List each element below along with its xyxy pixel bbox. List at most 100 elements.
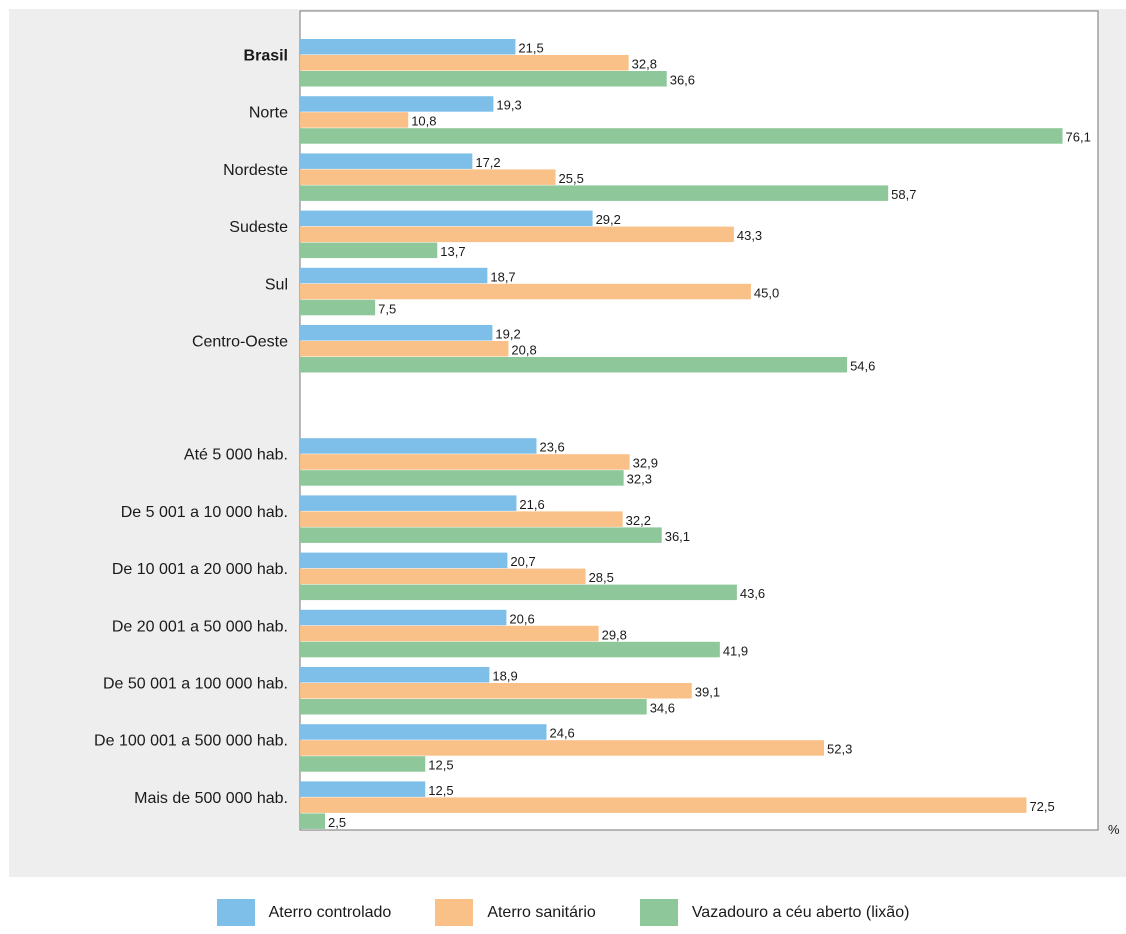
bar-aterro-sanitario <box>300 568 586 585</box>
bar-vazadouro <box>300 527 662 543</box>
bar-aterro-sanitario <box>300 454 630 470</box>
value-label: 41,9 <box>723 643 748 658</box>
bar-vazadouro <box>300 128 1063 144</box>
category-label: De 100 001 a 500 000 hab. <box>94 733 288 750</box>
legend-swatch <box>639 899 678 926</box>
bar-aterro-controlado <box>300 96 494 112</box>
bar-aterro-controlado <box>300 667 490 683</box>
value-label: 29,2 <box>596 212 621 227</box>
bar-aterro-sanitario <box>300 740 825 756</box>
legend-label: Vazadouro a céu aberto (lixão) <box>691 903 910 921</box>
bar-aterro-sanitario <box>300 511 623 527</box>
bar-vazadouro <box>300 699 647 715</box>
value-label: 19,2 <box>495 327 520 342</box>
value-label: 24,6 <box>549 726 574 741</box>
value-label: 36,1 <box>665 529 690 544</box>
bar-vazadouro <box>300 357 848 373</box>
bar-aterro-controlado <box>300 39 516 55</box>
value-label: 43,6 <box>740 586 765 601</box>
bar-chart: Brasil 21,5 32,8 36,6 Norte 19,3 10,8 76,1 Norde… <box>94 10 1120 837</box>
bar-aterro-controlado <box>300 210 593 227</box>
bar-aterro-sanitario <box>300 683 692 699</box>
category-label: De 10 001 a 20 000 hab. <box>112 561 288 578</box>
value-label: 21,6 <box>519 497 544 512</box>
value-label: 58,7 <box>891 187 916 202</box>
bar-vazadouro <box>300 813 326 829</box>
value-label: 12,5 <box>428 758 453 773</box>
bar-aterro-sanitario <box>300 169 556 185</box>
bar-aterro-sanitario <box>300 341 509 357</box>
legend-label: Aterro sanitário <box>487 903 596 921</box>
value-label: 18,7 <box>490 269 515 284</box>
bar-vazadouro <box>300 185 889 201</box>
value-label: 39,1 <box>695 685 720 700</box>
bar-aterro-sanitario <box>300 112 409 128</box>
category-label: Mais de 500 000 hab. <box>134 790 288 807</box>
legend-item: Aterro sanitário <box>435 899 596 926</box>
bar-aterro-controlado <box>300 609 507 626</box>
value-label: 72,5 <box>1029 799 1054 814</box>
legend: Aterro controlado Aterro sanitário Vazadou… <box>0 899 1126 926</box>
category-label: Nordeste <box>223 162 288 179</box>
value-label: 20,8 <box>511 343 536 358</box>
value-label: 32,3 <box>627 472 652 487</box>
chart-figure: Brasil 21,5 32,8 36,6 Norte 19,3 10,8 76,1 Norde… <box>9 9 1126 877</box>
bar-vazadouro <box>300 71 667 87</box>
category-label: Norte <box>249 105 288 122</box>
bar-vazadouro <box>300 584 737 601</box>
value-label: 34,6 <box>650 701 675 716</box>
bar-aterro-controlado <box>300 781 426 797</box>
category-label: De 20 001 a 50 000 hab. <box>112 618 288 635</box>
value-label: 32,8 <box>632 57 657 72</box>
bar-aterro-controlado <box>300 325 493 341</box>
bar-aterro-sanitario <box>300 283 751 300</box>
unit-label: % <box>1108 822 1120 837</box>
bar-vazadouro <box>300 641 720 658</box>
value-label: 20,6 <box>509 611 534 626</box>
legend-item: Aterro controlado <box>216 899 392 926</box>
category-label: Sul <box>265 276 288 293</box>
category-label: De 5 001 a 10 000 hab. <box>121 504 288 521</box>
category-label: De 50 001 a 100 000 hab. <box>103 676 288 693</box>
value-label: 28,5 <box>589 570 614 585</box>
value-label: 10,8 <box>411 114 436 129</box>
legend-swatch <box>216 899 255 926</box>
bar-aterro-controlado <box>300 495 517 511</box>
value-label: 18,9 <box>492 669 517 684</box>
value-label: 29,8 <box>602 627 627 642</box>
legend-label: Aterro controlado <box>268 903 392 921</box>
value-label: 12,5 <box>428 783 453 798</box>
value-label: 32,9 <box>633 456 658 471</box>
value-label: 45,0 <box>754 285 779 300</box>
bar-aterro-sanitario <box>300 797 1027 813</box>
bar-aterro-controlado <box>300 552 508 569</box>
value-label: 32,2 <box>626 513 651 528</box>
bar-vazadouro <box>300 756 426 772</box>
value-label: 25,5 <box>559 171 584 186</box>
value-label: 13,7 <box>440 244 465 259</box>
value-label: 20,7 <box>510 554 535 569</box>
value-label: 43,3 <box>737 228 762 243</box>
category-label: Centro-Oeste <box>192 334 288 351</box>
value-label: 21,5 <box>518 41 543 56</box>
value-label: 17,2 <box>475 155 500 170</box>
bar-aterro-controlado <box>300 267 488 284</box>
legend-swatch <box>435 899 474 926</box>
category-label: Brasil <box>244 48 288 65</box>
legend-item: Vazadouro a céu aberto (lixão) <box>639 899 910 926</box>
bar-aterro-controlado <box>300 153 473 169</box>
bar-aterro-sanitario <box>300 625 599 642</box>
value-label: 19,3 <box>496 98 521 113</box>
value-label: 54,6 <box>850 359 875 374</box>
value-label: 52,3 <box>827 742 852 757</box>
value-label: 36,6 <box>670 73 695 88</box>
value-label: 2,5 <box>328 815 346 830</box>
bar-aterro-sanitario <box>300 226 734 243</box>
bar-vazadouro <box>300 470 624 486</box>
bar-aterro-controlado <box>300 438 537 454</box>
bar-aterro-controlado <box>300 724 547 740</box>
bar-vazadouro <box>300 299 376 316</box>
category-label: Até 5 000 hab. <box>184 447 288 464</box>
category-label: Sudeste <box>229 219 288 236</box>
value-label: 76,1 <box>1066 130 1091 145</box>
